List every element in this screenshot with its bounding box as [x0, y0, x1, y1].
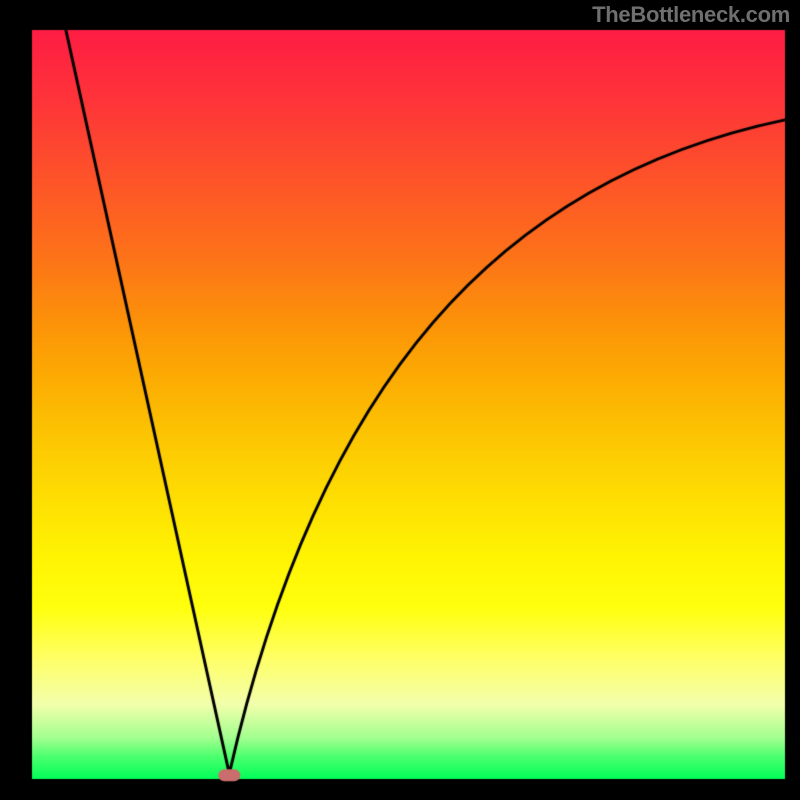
watermark-text: TheBottleneck.com	[592, 2, 790, 28]
